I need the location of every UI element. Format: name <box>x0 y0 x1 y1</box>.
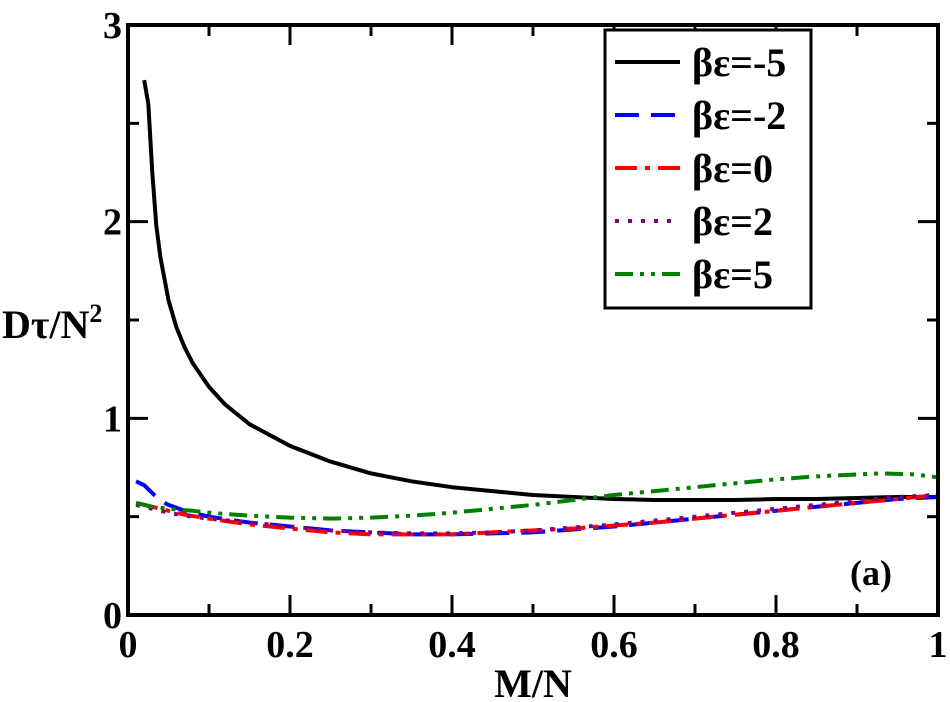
y-tick-labels: 0 1 2 3 <box>103 5 122 637</box>
panel-label: (a) <box>850 553 892 593</box>
legend-label: βε=5 <box>692 252 773 297</box>
y-axis-title-superscript: 2 <box>89 299 102 328</box>
y-tick-label: 2 <box>103 202 122 244</box>
x-tick-label: 0.8 <box>752 624 800 666</box>
legend-label: βε=0 <box>692 146 773 191</box>
series-line-3 <box>135 493 939 537</box>
x-tick-label: 1 <box>929 624 948 666</box>
series-line-1 <box>142 79 938 502</box>
y-axis-title: Dτ/N2 <box>2 299 102 347</box>
x-tick-label: 0.2 <box>266 624 314 666</box>
x-tick-labels: 0 0.2 0.4 0.6 0.8 1 <box>119 624 948 666</box>
legend-items: βε=-5 βε=-2 βε=0 βε=2 βε=5 <box>615 40 786 297</box>
x-tick-label: 0 <box>119 624 138 666</box>
x-tick-label: 0.4 <box>428 624 476 666</box>
legend-label: βε=-2 <box>692 93 786 138</box>
y-tick-label: 3 <box>103 5 122 47</box>
plot-frame <box>126 23 940 617</box>
y-tick-label: 1 <box>103 398 122 440</box>
x-tick-label: 0.6 <box>590 624 638 666</box>
y-axis-title-main: Dτ/N <box>2 302 89 347</box>
x-axis-title: M/N <box>494 661 572 702</box>
series-layer <box>135 79 939 537</box>
legend-label: βε=2 <box>692 199 773 244</box>
legend: βε=-5 βε=-2 βε=0 βε=2 βε=5 <box>603 28 813 310</box>
series-line-4 <box>135 493 939 536</box>
legend-box <box>603 28 813 310</box>
series-line-5 <box>135 471 939 521</box>
y-tick-label: 0 <box>103 595 122 637</box>
legend-label: βε=-5 <box>692 40 786 85</box>
